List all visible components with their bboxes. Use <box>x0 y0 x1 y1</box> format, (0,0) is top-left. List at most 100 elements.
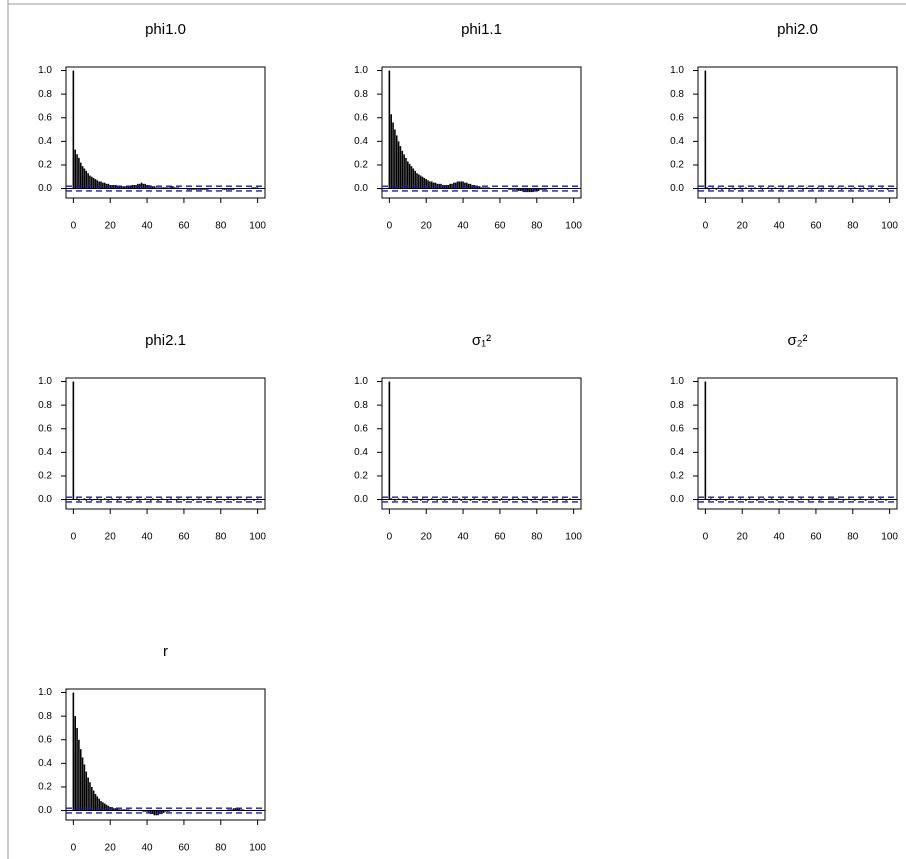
acf-panel: phi2.0 0.0 0.2 0.4 0.6 0.8 1.0 0 20 40 60 80 100 <box>670 21 898 232</box>
x-tick-label: 0 <box>703 532 709 543</box>
x-tick-label: 80 <box>847 221 859 232</box>
x-tick-label: 100 <box>249 221 266 232</box>
x-tick-label: 0 <box>71 532 77 543</box>
x-tick-label: 60 <box>178 532 190 543</box>
y-tick-label: 0.2 <box>38 471 52 482</box>
y-tick-label: 0.6 <box>38 112 52 123</box>
panel-title: phi1.1 <box>461 21 502 38</box>
acf-panel: σ₁² 0.0 0.2 0.4 0.6 0.8 1.0 0 20 40 60 80 100 <box>354 332 582 543</box>
x-tick-label: 20 <box>105 843 117 854</box>
x-tick-label: 100 <box>249 532 266 543</box>
x-tick-label: 0 <box>71 843 77 854</box>
plot-box <box>65 377 266 510</box>
x-tick-label: 40 <box>458 532 470 543</box>
x-tick-label: 20 <box>421 221 433 232</box>
y-tick-label: 0.8 <box>38 711 52 722</box>
y-tick-label: 0.0 <box>354 183 368 194</box>
x-tick-label: 80 <box>215 221 227 232</box>
x-tick-label: 80 <box>215 532 227 543</box>
acf-panel: σ₂² 0.0 0.2 0.4 0.6 0.8 1.0 0 20 40 60 80 100 <box>670 332 898 543</box>
panel-title: r <box>163 643 168 660</box>
y-tick-label: 0.2 <box>38 782 52 793</box>
x-tick-label: 100 <box>565 532 582 543</box>
y-tick-label: 0.0 <box>38 494 52 505</box>
y-tick-label: 0.6 <box>38 734 52 745</box>
y-tick-label: 1.0 <box>354 376 368 387</box>
y-tick-label: 0.0 <box>670 183 684 194</box>
x-tick-label: 40 <box>142 532 154 543</box>
y-tick-label: 1.0 <box>670 65 684 76</box>
acf-panel: phi1.1 0.0 0.2 0.4 0.6 0.8 1.0 0 20 40 60 80 100 <box>354 21 582 232</box>
y-tick-label: 0.6 <box>354 423 368 434</box>
y-tick-label: 0.2 <box>354 471 368 482</box>
y-tick-label: 0.2 <box>670 471 684 482</box>
x-tick-label: 0 <box>387 221 393 232</box>
y-tick-label: 1.0 <box>38 376 52 387</box>
y-tick-label: 0.8 <box>354 400 368 411</box>
x-tick-label: 60 <box>810 532 822 543</box>
x-tick-label: 80 <box>531 532 543 543</box>
y-tick-label: 1.0 <box>38 65 52 76</box>
x-tick-label: 60 <box>178 843 190 854</box>
x-tick-label: 0 <box>703 221 709 232</box>
y-tick-label: 0.8 <box>670 400 684 411</box>
y-tick-label: 1.0 <box>38 687 52 698</box>
x-tick-label: 20 <box>421 532 433 543</box>
plot-box <box>381 377 582 510</box>
y-tick-label: 0.6 <box>354 112 368 123</box>
y-tick-label: 0.8 <box>38 400 52 411</box>
y-tick-label: 0.4 <box>38 758 52 769</box>
x-tick-label: 100 <box>249 843 266 854</box>
x-tick-label: 100 <box>565 221 582 232</box>
y-tick-label: 0.4 <box>38 136 52 147</box>
y-tick-label: 0.4 <box>670 447 684 458</box>
x-tick-label: 40 <box>774 532 786 543</box>
x-tick-label: 20 <box>105 221 117 232</box>
y-tick-label: 0.8 <box>670 89 684 100</box>
plot-box <box>381 66 582 199</box>
y-tick-label: 0.0 <box>670 494 684 505</box>
x-tick-label: 0 <box>387 532 393 543</box>
plot-box <box>697 66 898 199</box>
panel-title: σ₂² <box>787 332 807 349</box>
acf-panel: phi2.1 0.0 0.2 0.4 0.6 0.8 1.0 0 20 40 60 80 100 <box>38 332 266 543</box>
x-tick-label: 60 <box>178 221 190 232</box>
panel-title: σ₁² <box>472 332 491 349</box>
y-tick-label: 0.0 <box>38 183 52 194</box>
y-tick-label: 0.4 <box>354 447 368 458</box>
x-tick-label: 60 <box>810 221 822 232</box>
y-tick-label: 1.0 <box>670 376 684 387</box>
y-tick-label: 0.6 <box>670 112 684 123</box>
acf-panel: phi1.0 0.0 0.2 0.4 0.6 0.8 1.0 0 20 40 60 80 100 <box>38 21 266 232</box>
y-tick-label: 0.2 <box>670 160 684 171</box>
y-tick-label: 0.0 <box>38 805 52 816</box>
panel-title: phi2.0 <box>777 21 818 38</box>
x-tick-label: 80 <box>531 221 543 232</box>
plot-box <box>697 377 898 510</box>
x-tick-label: 20 <box>737 532 749 543</box>
x-tick-label: 80 <box>847 532 859 543</box>
y-tick-label: 0.4 <box>670 136 684 147</box>
y-tick-label: 0.8 <box>38 89 52 100</box>
x-tick-label: 80 <box>215 843 227 854</box>
plot-box <box>65 66 266 199</box>
x-tick-label: 40 <box>458 221 470 232</box>
y-tick-label: 0.6 <box>670 423 684 434</box>
y-tick-label: 1.0 <box>354 65 368 76</box>
x-tick-label: 0 <box>71 221 77 232</box>
y-tick-label: 0.0 <box>354 494 368 505</box>
x-tick-label: 100 <box>881 532 898 543</box>
y-tick-label: 0.4 <box>354 136 368 147</box>
y-tick-label: 0.8 <box>354 89 368 100</box>
x-tick-label: 100 <box>881 221 898 232</box>
y-tick-label: 0.2 <box>354 160 368 171</box>
y-tick-label: 0.2 <box>38 160 52 171</box>
x-tick-label: 20 <box>737 221 749 232</box>
panel-title: phi2.1 <box>145 332 186 349</box>
y-tick-label: 0.4 <box>38 447 52 458</box>
acf-panel: r 0.0 0.2 0.4 0.6 0.8 1.0 0 20 40 60 80 100 <box>38 643 266 854</box>
x-tick-label: 40 <box>774 221 786 232</box>
y-tick-label: 0.6 <box>38 423 52 434</box>
